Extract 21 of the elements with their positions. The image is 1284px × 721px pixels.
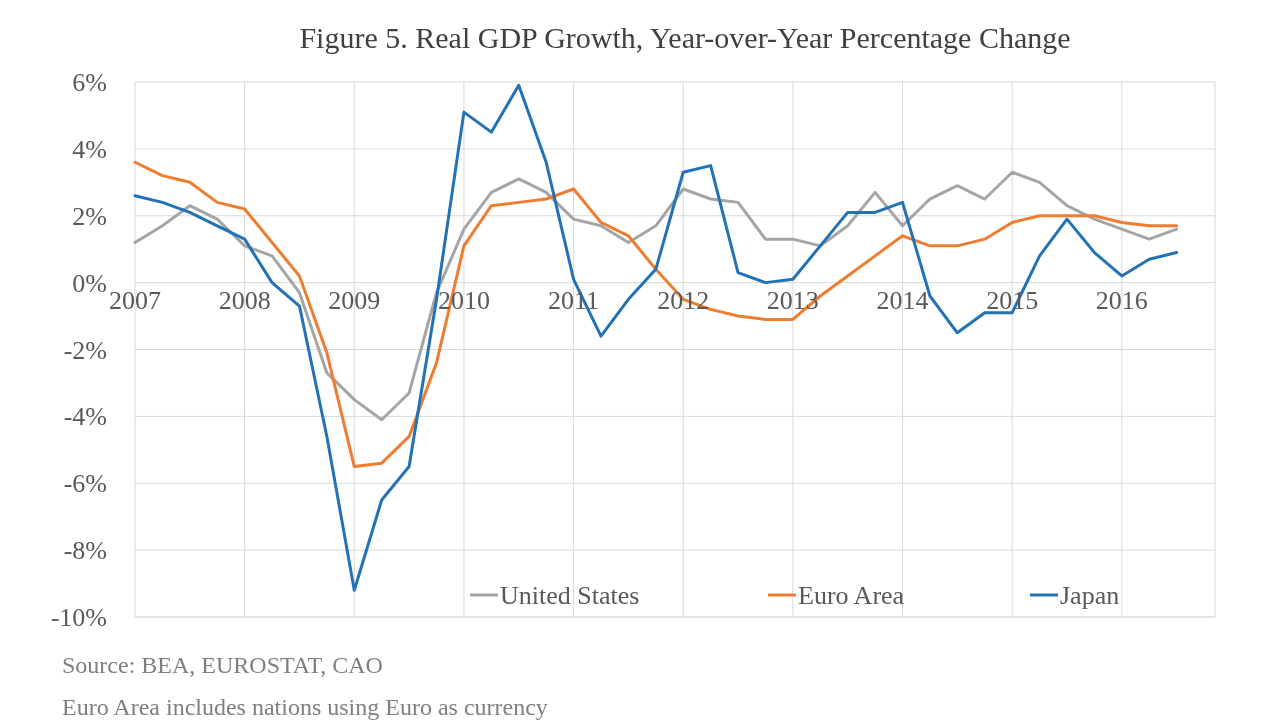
x-tick-label: 2009 (328, 285, 381, 315)
text: Euro Area includes nations using Euro as currency (62, 694, 548, 720)
y-tick-label: 0% (72, 268, 107, 298)
y-tick-label: -4% (63, 402, 107, 432)
y-tick-label: -6% (63, 469, 107, 499)
y-tick-label: -10% (50, 603, 107, 633)
legend-label: Japan (1060, 581, 1120, 611)
y-tick-label: -2% (63, 335, 107, 365)
x-tick-label: 2008 (218, 285, 271, 315)
y-tick-label: 6% (72, 68, 107, 98)
x-tick-label: 2014 (876, 285, 929, 315)
y-tick-label: 2% (72, 201, 107, 231)
x-tick-label: 2013 (766, 285, 819, 315)
y-tick-label: 4% (72, 134, 107, 164)
chart-title: Figure 5. Real GDP Growth, Year-over-Year Percentage Change (299, 21, 1071, 54)
x-tick-label: 2007 (109, 285, 161, 315)
x-tick-label: 2016 (1095, 285, 1148, 315)
legend-label: United States (500, 581, 640, 611)
y-tick-label: -8% (63, 536, 107, 566)
source-note: Source: BEA, EUROSTAT, CAO (62, 652, 383, 678)
legend-label: Euro Area (798, 581, 905, 611)
